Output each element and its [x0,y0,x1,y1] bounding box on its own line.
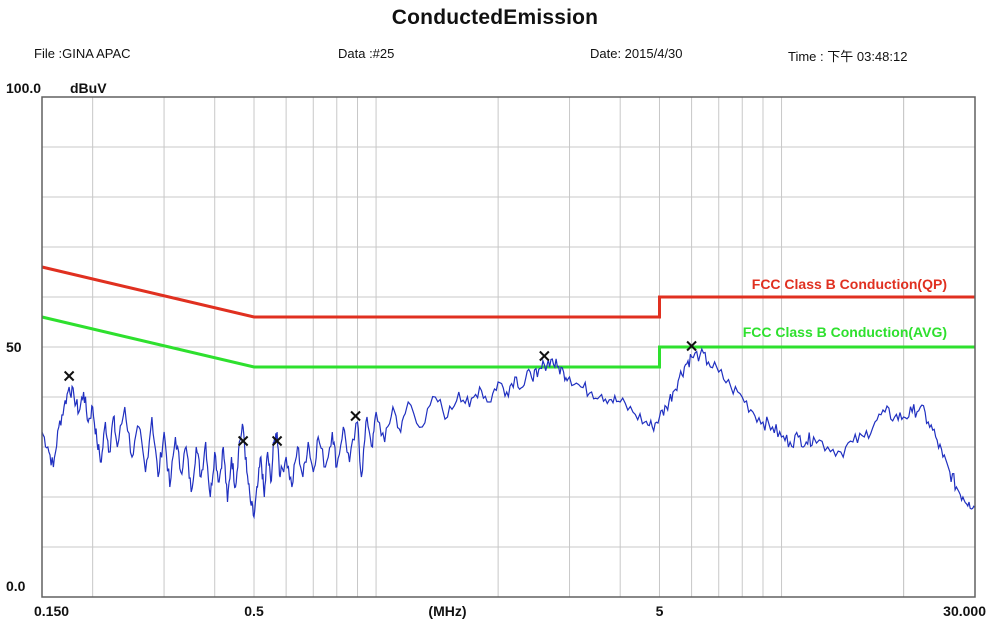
x-tick-label: 30.000 [943,603,986,619]
peak-marker [539,350,550,362]
y-tick-label: 50 [6,339,22,355]
y-tick-label: 100.0 [6,80,41,96]
chart-title: ConductedEmission [391,6,599,29]
peak-marker [350,410,361,422]
x-tick-label: 5 [656,603,664,619]
x-tick-label: 0.5 [244,603,264,619]
x-tick-label: 0.150 [34,603,69,619]
legend: FCC Class B Conduction(QP) FCC Class B Co… [743,276,947,340]
data-label: Data :#25 [338,46,395,61]
peak-marker [686,340,697,352]
peak-marker-stroke [63,370,75,382]
peak-marker-stroke [350,410,361,422]
peak-markers [63,340,697,447]
y-axis-label: dBuV [70,80,107,96]
time-label: Time : 下午 03:48:12 [788,49,908,64]
limit-lines [41,265,975,369]
peak-marker-stroke [271,435,283,447]
peak-marker-stroke [686,340,697,352]
date-label: Date: 2015/4/30 [590,46,683,61]
peak-marker [237,435,249,447]
legend-label: FCC Class B Conduction(AVG) [743,324,947,340]
file-label: File :GINA APAC [34,46,131,61]
x-tick-label: (MHz) [428,603,466,619]
y-tick-labels: 100.0 50 0.0 [6,80,41,594]
peak-marker-stroke [539,350,550,362]
plot-frame [41,96,976,598]
peak-marker-stroke [237,435,249,447]
peak-marker [271,435,283,447]
x-tick-labels: 0.150 0.5 (MHz) 5 30.000 [34,603,986,619]
legend-label: FCC Class B Conduction(QP) [752,276,947,292]
measured-trace [41,347,976,520]
y-tick-label: 0.0 [6,578,26,594]
avg-limit-line [41,315,975,369]
qp-limit-line [41,265,975,319]
peak-marker [63,370,75,382]
